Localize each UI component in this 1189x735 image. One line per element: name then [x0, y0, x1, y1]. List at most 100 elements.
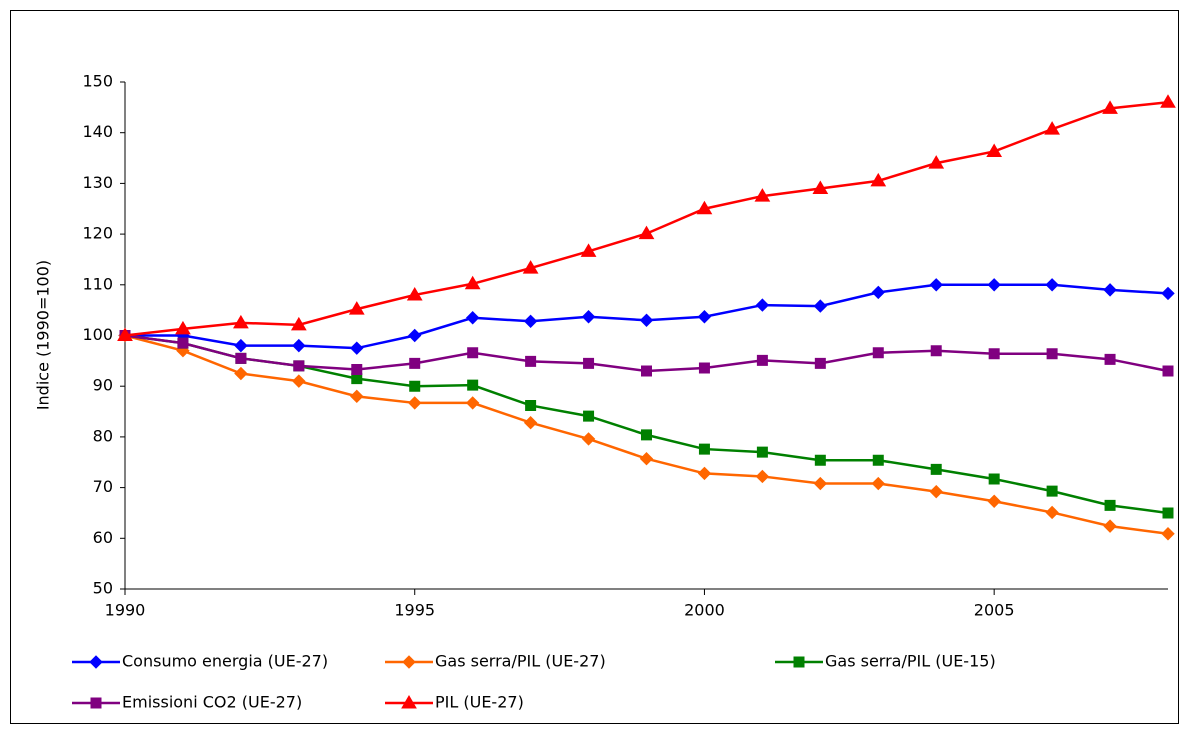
- data-point: [234, 338, 248, 353]
- data-point: [406, 286, 423, 301]
- legend-marker: [401, 695, 417, 709]
- data-point: [987, 278, 1001, 292]
- data-point: [1161, 527, 1175, 541]
- data-point: [755, 298, 770, 312]
- legend-marker: [793, 656, 805, 668]
- data-point: [930, 345, 942, 357]
- y-tick-label: 50: [93, 579, 113, 598]
- data-point: [580, 243, 597, 257]
- data-point: [1104, 353, 1116, 365]
- data-point: [581, 310, 596, 324]
- data-point: [986, 143, 1003, 157]
- data-point: [522, 260, 539, 274]
- data-point: [408, 396, 422, 410]
- data-point: [929, 278, 943, 292]
- y-axis-label: Indice (1990=100): [34, 260, 53, 410]
- x-tick-label: 2005: [974, 601, 1015, 620]
- y-tick-label: 140: [82, 122, 113, 141]
- data-point: [697, 466, 712, 481]
- data-point: [465, 396, 480, 410]
- data-point: [1160, 94, 1176, 108]
- data-point: [871, 285, 885, 300]
- data-point: [409, 357, 421, 369]
- data-point: [814, 454, 826, 466]
- data-point: [1046, 348, 1058, 360]
- data-point: [872, 454, 884, 466]
- data-point: [987, 494, 1001, 508]
- data-point: [639, 451, 654, 466]
- data-point: [235, 352, 247, 364]
- x-tick-label: 2000: [684, 601, 725, 620]
- y-tick-label: 70: [93, 477, 113, 496]
- legend-label: Consumo energia (UE-27): [122, 652, 328, 671]
- data-point: [1103, 283, 1117, 297]
- data-point: [813, 476, 828, 491]
- x-tick-label: 1995: [394, 601, 435, 620]
- y-tick-label: 110: [82, 274, 113, 293]
- data-point: [233, 314, 249, 329]
- legend-label: PIL (UE-27): [435, 693, 524, 712]
- data-point: [523, 314, 538, 329]
- data-point: [523, 415, 538, 430]
- data-point: [292, 338, 306, 353]
- data-point: [351, 363, 363, 375]
- data-point: [1045, 505, 1059, 520]
- data-point: [525, 355, 537, 367]
- y-tick-label: 60: [93, 528, 113, 547]
- data-point: [290, 316, 307, 331]
- data-point: [1102, 100, 1118, 114]
- data-point: [175, 320, 191, 335]
- y-tick-label: 100: [82, 325, 113, 344]
- data-point: [1161, 286, 1175, 301]
- data-point: [293, 360, 305, 372]
- data-point: [756, 446, 768, 458]
- data-point: [988, 348, 1000, 360]
- y-tick-label: 90: [93, 376, 113, 395]
- data-point: [754, 188, 771, 202]
- data-point: [583, 410, 595, 422]
- x-tick-label: 1990: [105, 601, 146, 620]
- data-point: [583, 357, 595, 369]
- data-point: [464, 275, 481, 290]
- y-tick-label: 130: [82, 173, 113, 192]
- data-point: [467, 379, 479, 391]
- data-point: [988, 473, 1000, 485]
- data-point: [698, 443, 710, 455]
- data-point: [408, 328, 422, 343]
- data-point: [1046, 485, 1058, 497]
- data-point: [1162, 507, 1174, 519]
- data-point: [1045, 278, 1059, 292]
- data-point: [812, 180, 829, 194]
- data-point: [465, 311, 480, 325]
- data-point: [234, 366, 248, 381]
- data-point: [351, 373, 363, 385]
- legend-label: Gas serra/PIL (UE-27): [435, 652, 606, 671]
- data-point: [697, 310, 712, 324]
- y-tick-label: 80: [93, 426, 113, 445]
- data-point: [1044, 121, 1060, 135]
- data-point: [350, 389, 364, 404]
- chart-frame: [10, 10, 1179, 724]
- y-tick-label: 120: [82, 224, 113, 243]
- data-point: [930, 463, 942, 475]
- data-point: [467, 347, 479, 359]
- data-point: [1162, 365, 1174, 377]
- data-point: [117, 327, 133, 341]
- legend-label: Emissioni CO2 (UE-27): [122, 693, 302, 712]
- data-point: [1104, 499, 1116, 511]
- data-point: [1103, 519, 1117, 533]
- data-point: [177, 337, 189, 349]
- legend-marker: [90, 697, 102, 709]
- data-point: [755, 469, 770, 484]
- data-point: [639, 313, 654, 327]
- data-point: [814, 357, 826, 369]
- data-point: [928, 155, 945, 169]
- data-point: [409, 380, 421, 392]
- data-point: [638, 225, 655, 240]
- data-point: [929, 484, 943, 499]
- legend-marker: [402, 655, 416, 669]
- data-point: [872, 347, 884, 359]
- data-point: [696, 200, 713, 215]
- data-point: [350, 341, 364, 355]
